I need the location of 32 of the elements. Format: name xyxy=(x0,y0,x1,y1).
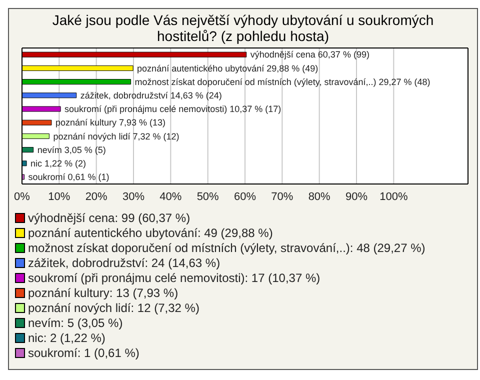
data-label: možnost získat doporučení od místních (výlety, stravování,..) 29,27 % (48) xyxy=(134,76,430,87)
legend-label: poznání kultury: 13 (7,93 %) xyxy=(28,286,178,300)
x-tick-label: 50% xyxy=(196,190,220,203)
x-tick-label: 40% xyxy=(160,190,182,203)
x-tick-label: 90% xyxy=(345,190,368,203)
x-tick-label: 10% xyxy=(48,190,70,203)
data-label: poznání kultury 7,93 % (13) xyxy=(55,118,166,128)
legend-label: poznání autentického ubytování: 49 (29,88 %) xyxy=(28,226,273,240)
legend-label: poznání nových lidí: 12 (7,32 %) xyxy=(28,300,200,314)
data-label: zážitek, dobrodružství 14,63 % (24) xyxy=(80,90,222,101)
legend-label: soukromí: 1 (0,61 %) xyxy=(28,346,140,360)
x-tick-label: 20% xyxy=(85,190,108,203)
x-tick-label: 70% xyxy=(271,190,294,203)
data-label: nevím 3,05 % (5) xyxy=(37,144,106,155)
data-label: výhodnější cena 60,37 % (99) xyxy=(250,50,370,60)
chart-title: Jaké jsou podle Vás největší výhody ubytování u soukromých hostitelů? (z pohledu hosta) xyxy=(51,11,435,44)
x-tick-label: 80% xyxy=(308,190,331,203)
legend-label: výhodnější cena: 99 (60,37 %) xyxy=(28,210,190,224)
x-tick-label: 100% xyxy=(380,190,408,203)
legend-label: soukromí (při pronájmu celé nemovitosti): 17 (10,37 %) xyxy=(28,270,320,284)
legend-label: možnost získat doporučení od místních (výlety, stravování,..): 48 (29,27 %) xyxy=(28,240,426,254)
data-label: soukromí 0,61 % (1) xyxy=(28,172,110,182)
x-tick-label: 0% xyxy=(14,190,30,203)
data-label: nic 1,22 % (2) xyxy=(30,158,86,169)
x-tick-label: 30% xyxy=(122,190,145,203)
data-label: poznání autentického ubytování 29,88 % (49) xyxy=(137,63,318,74)
data-label: poznání nových lidí 7,32 % (12) xyxy=(53,131,180,142)
x-tick-label: 60% xyxy=(234,190,256,203)
legend-label: zážitek, dobrodružství: 24 (14,63 %) xyxy=(28,256,220,270)
legend-label: nic: 2 (1,22 %) xyxy=(28,330,106,344)
data-label: soukromí (při pronájmu celé nemovitosti) 10,37 % (17) xyxy=(64,104,282,114)
legend-label: nevím: 5 (3,05 %) xyxy=(28,316,123,330)
